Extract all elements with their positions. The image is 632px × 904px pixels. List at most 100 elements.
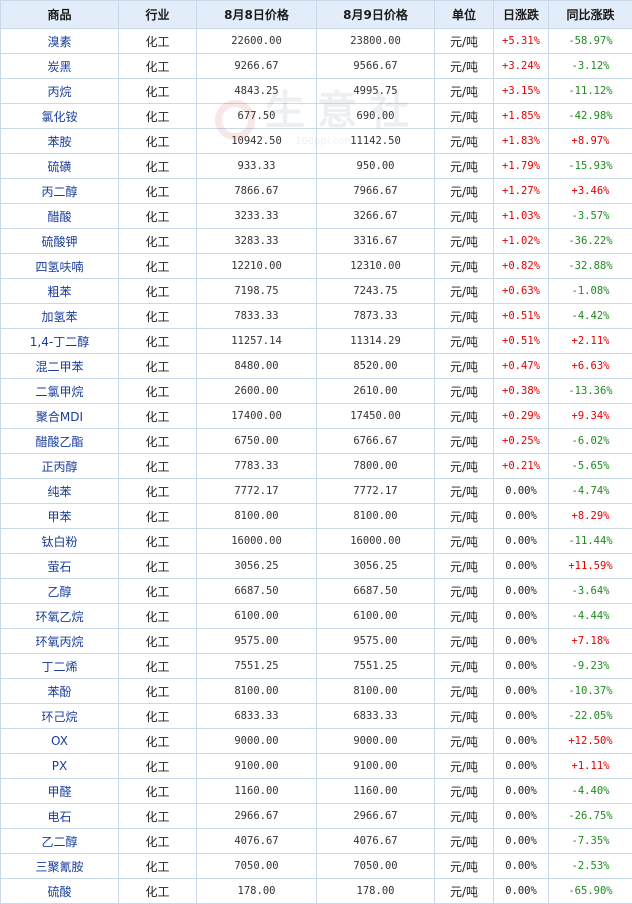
table-header-row: 商品 行业 8月8日价格 8月9日价格 单位 日涨跌 同比涨跌 bbox=[0, 0, 632, 29]
industry-cell: 化工 bbox=[118, 378, 197, 404]
commodity-name-cell[interactable]: 溴素 bbox=[0, 28, 119, 54]
commodity-name-cell[interactable]: 硫酸 bbox=[0, 878, 119, 904]
commodity-name-cell[interactable]: 醋酸 bbox=[0, 203, 119, 229]
daily-change-cell: 0.00% bbox=[493, 828, 549, 854]
price-aug9-cell: 2966.67 bbox=[316, 803, 435, 829]
commodity-name-cell[interactable]: OX bbox=[0, 728, 119, 754]
industry-cell: 化工 bbox=[118, 703, 197, 729]
price-aug8-cell: 9575.00 bbox=[196, 628, 317, 654]
unit-cell: 元/吨 bbox=[434, 278, 494, 304]
table-row: 丙二醇 化工 7866.67 7966.67 元/吨 +1.27% +3.46% bbox=[0, 178, 632, 204]
yoy-change-cell: -58.97% bbox=[548, 28, 632, 54]
yoy-change-cell: -42.98% bbox=[548, 103, 632, 129]
header-price-aug8: 8月8日价格 bbox=[196, 0, 317, 29]
daily-change-cell: +0.47% bbox=[493, 353, 549, 379]
daily-change-cell: 0.00% bbox=[493, 503, 549, 529]
commodity-name-cell[interactable]: 丙二醇 bbox=[0, 178, 119, 204]
price-aug9-cell: 6833.33 bbox=[316, 703, 435, 729]
table-row: 甲醛 化工 1160.00 1160.00 元/吨 0.00% -4.40% bbox=[0, 778, 632, 804]
yoy-change-cell: +9.34% bbox=[548, 403, 632, 429]
commodity-name-cell[interactable]: PX bbox=[0, 753, 119, 779]
table-row: 乙二醇 化工 4076.67 4076.67 元/吨 0.00% -7.35% bbox=[0, 828, 632, 854]
price-aug8-cell: 16000.00 bbox=[196, 528, 317, 554]
yoy-change-cell: -15.93% bbox=[548, 153, 632, 179]
commodity-name-cell[interactable]: 钛白粉 bbox=[0, 528, 119, 554]
price-aug9-cell: 9000.00 bbox=[316, 728, 435, 754]
commodity-name-cell[interactable]: 三聚氰胺 bbox=[0, 853, 119, 879]
unit-cell: 元/吨 bbox=[434, 653, 494, 679]
commodity-name-cell[interactable]: 环氧丙烷 bbox=[0, 628, 119, 654]
daily-change-cell: +3.24% bbox=[493, 53, 549, 79]
table-row: 醋酸乙酯 化工 6750.00 6766.67 元/吨 +0.25% -6.02% bbox=[0, 428, 632, 454]
commodity-name-cell[interactable]: 丁二烯 bbox=[0, 653, 119, 679]
unit-cell: 元/吨 bbox=[434, 153, 494, 179]
commodity-name-cell[interactable]: 聚合MDI bbox=[0, 403, 119, 429]
daily-change-cell: 0.00% bbox=[493, 578, 549, 604]
table-row: 醋酸 化工 3233.33 3266.67 元/吨 +1.03% -3.57% bbox=[0, 203, 632, 229]
header-unit: 单位 bbox=[434, 0, 494, 29]
unit-cell: 元/吨 bbox=[434, 28, 494, 54]
industry-cell: 化工 bbox=[118, 28, 197, 54]
unit-cell: 元/吨 bbox=[434, 878, 494, 904]
commodity-name-cell[interactable]: 正丙醇 bbox=[0, 453, 119, 479]
yoy-change-cell: +8.97% bbox=[548, 128, 632, 154]
price-aug8-cell: 7198.75 bbox=[196, 278, 317, 304]
commodity-name-cell[interactable]: 醋酸乙酯 bbox=[0, 428, 119, 454]
commodity-name-cell[interactable]: 硫磺 bbox=[0, 153, 119, 179]
industry-cell: 化工 bbox=[118, 453, 197, 479]
price-aug8-cell: 4843.25 bbox=[196, 78, 317, 104]
price-aug8-cell: 7772.17 bbox=[196, 478, 317, 504]
industry-cell: 化工 bbox=[118, 178, 197, 204]
commodity-name-cell[interactable]: 粗苯 bbox=[0, 278, 119, 304]
commodity-name-cell[interactable]: 电石 bbox=[0, 803, 119, 829]
price-aug9-cell: 3056.25 bbox=[316, 553, 435, 579]
commodity-name-cell[interactable]: 甲苯 bbox=[0, 503, 119, 529]
table-row: 正丙醇 化工 7783.33 7800.00 元/吨 +0.21% -5.65% bbox=[0, 453, 632, 479]
price-aug8-cell: 2600.00 bbox=[196, 378, 317, 404]
commodity-name-cell[interactable]: 乙醇 bbox=[0, 578, 119, 604]
price-aug9-cell: 4995.75 bbox=[316, 78, 435, 104]
header-industry: 行业 bbox=[118, 0, 197, 29]
commodity-name-cell[interactable]: 纯苯 bbox=[0, 478, 119, 504]
yoy-change-cell: -2.53% bbox=[548, 853, 632, 879]
commodity-name-cell[interactable]: 硫酸钾 bbox=[0, 228, 119, 254]
commodity-name-cell[interactable]: 环己烷 bbox=[0, 703, 119, 729]
daily-change-cell: 0.00% bbox=[493, 853, 549, 879]
price-aug9-cell: 17450.00 bbox=[316, 403, 435, 429]
table-row: 丁二烯 化工 7551.25 7551.25 元/吨 0.00% -9.23% bbox=[0, 653, 632, 679]
table-row: 环氧丙烷 化工 9575.00 9575.00 元/吨 0.00% +7.18% bbox=[0, 628, 632, 654]
unit-cell: 元/吨 bbox=[434, 503, 494, 529]
commodity-name-cell[interactable]: 二氯甲烷 bbox=[0, 378, 119, 404]
price-aug9-cell: 9575.00 bbox=[316, 628, 435, 654]
price-aug9-cell: 6766.67 bbox=[316, 428, 435, 454]
commodity-name-cell[interactable]: 萤石 bbox=[0, 553, 119, 579]
daily-change-cell: +0.38% bbox=[493, 378, 549, 404]
unit-cell: 元/吨 bbox=[434, 478, 494, 504]
commodity-name-cell[interactable]: 加氢苯 bbox=[0, 303, 119, 329]
price-aug8-cell: 8480.00 bbox=[196, 353, 317, 379]
table-row: 硫酸 化工 178.00 178.00 元/吨 0.00% -65.90% bbox=[0, 878, 632, 904]
daily-change-cell: 0.00% bbox=[493, 628, 549, 654]
daily-change-cell: +0.51% bbox=[493, 328, 549, 354]
commodity-name-cell[interactable]: 1,4-丁二醇 bbox=[0, 328, 119, 354]
commodity-name-cell[interactable]: 甲醛 bbox=[0, 778, 119, 804]
price-aug8-cell: 9000.00 bbox=[196, 728, 317, 754]
commodity-name-cell[interactable]: 苯胺 bbox=[0, 128, 119, 154]
table-row: 纯苯 化工 7772.17 7772.17 元/吨 0.00% -4.74% bbox=[0, 478, 632, 504]
price-aug8-cell: 6687.50 bbox=[196, 578, 317, 604]
yoy-change-cell: +2.11% bbox=[548, 328, 632, 354]
unit-cell: 元/吨 bbox=[434, 428, 494, 454]
commodity-name-cell[interactable]: 氯化铵 bbox=[0, 103, 119, 129]
price-aug9-cell: 7243.75 bbox=[316, 278, 435, 304]
commodity-name-cell[interactable]: 苯酚 bbox=[0, 678, 119, 704]
commodity-name-cell[interactable]: 四氢呋喃 bbox=[0, 253, 119, 279]
price-aug8-cell: 6833.33 bbox=[196, 703, 317, 729]
commodity-name-cell[interactable]: 丙烷 bbox=[0, 78, 119, 104]
commodity-name-cell[interactable]: 炭黑 bbox=[0, 53, 119, 79]
price-aug9-cell: 7050.00 bbox=[316, 853, 435, 879]
table-row: 混二甲苯 化工 8480.00 8520.00 元/吨 +0.47% +6.63% bbox=[0, 353, 632, 379]
table-row: 溴素 化工 22600.00 23800.00 元/吨 +5.31% -58.97% bbox=[0, 28, 632, 54]
commodity-name-cell[interactable]: 环氧乙烷 bbox=[0, 603, 119, 629]
commodity-name-cell[interactable]: 乙二醇 bbox=[0, 828, 119, 854]
commodity-name-cell[interactable]: 混二甲苯 bbox=[0, 353, 119, 379]
